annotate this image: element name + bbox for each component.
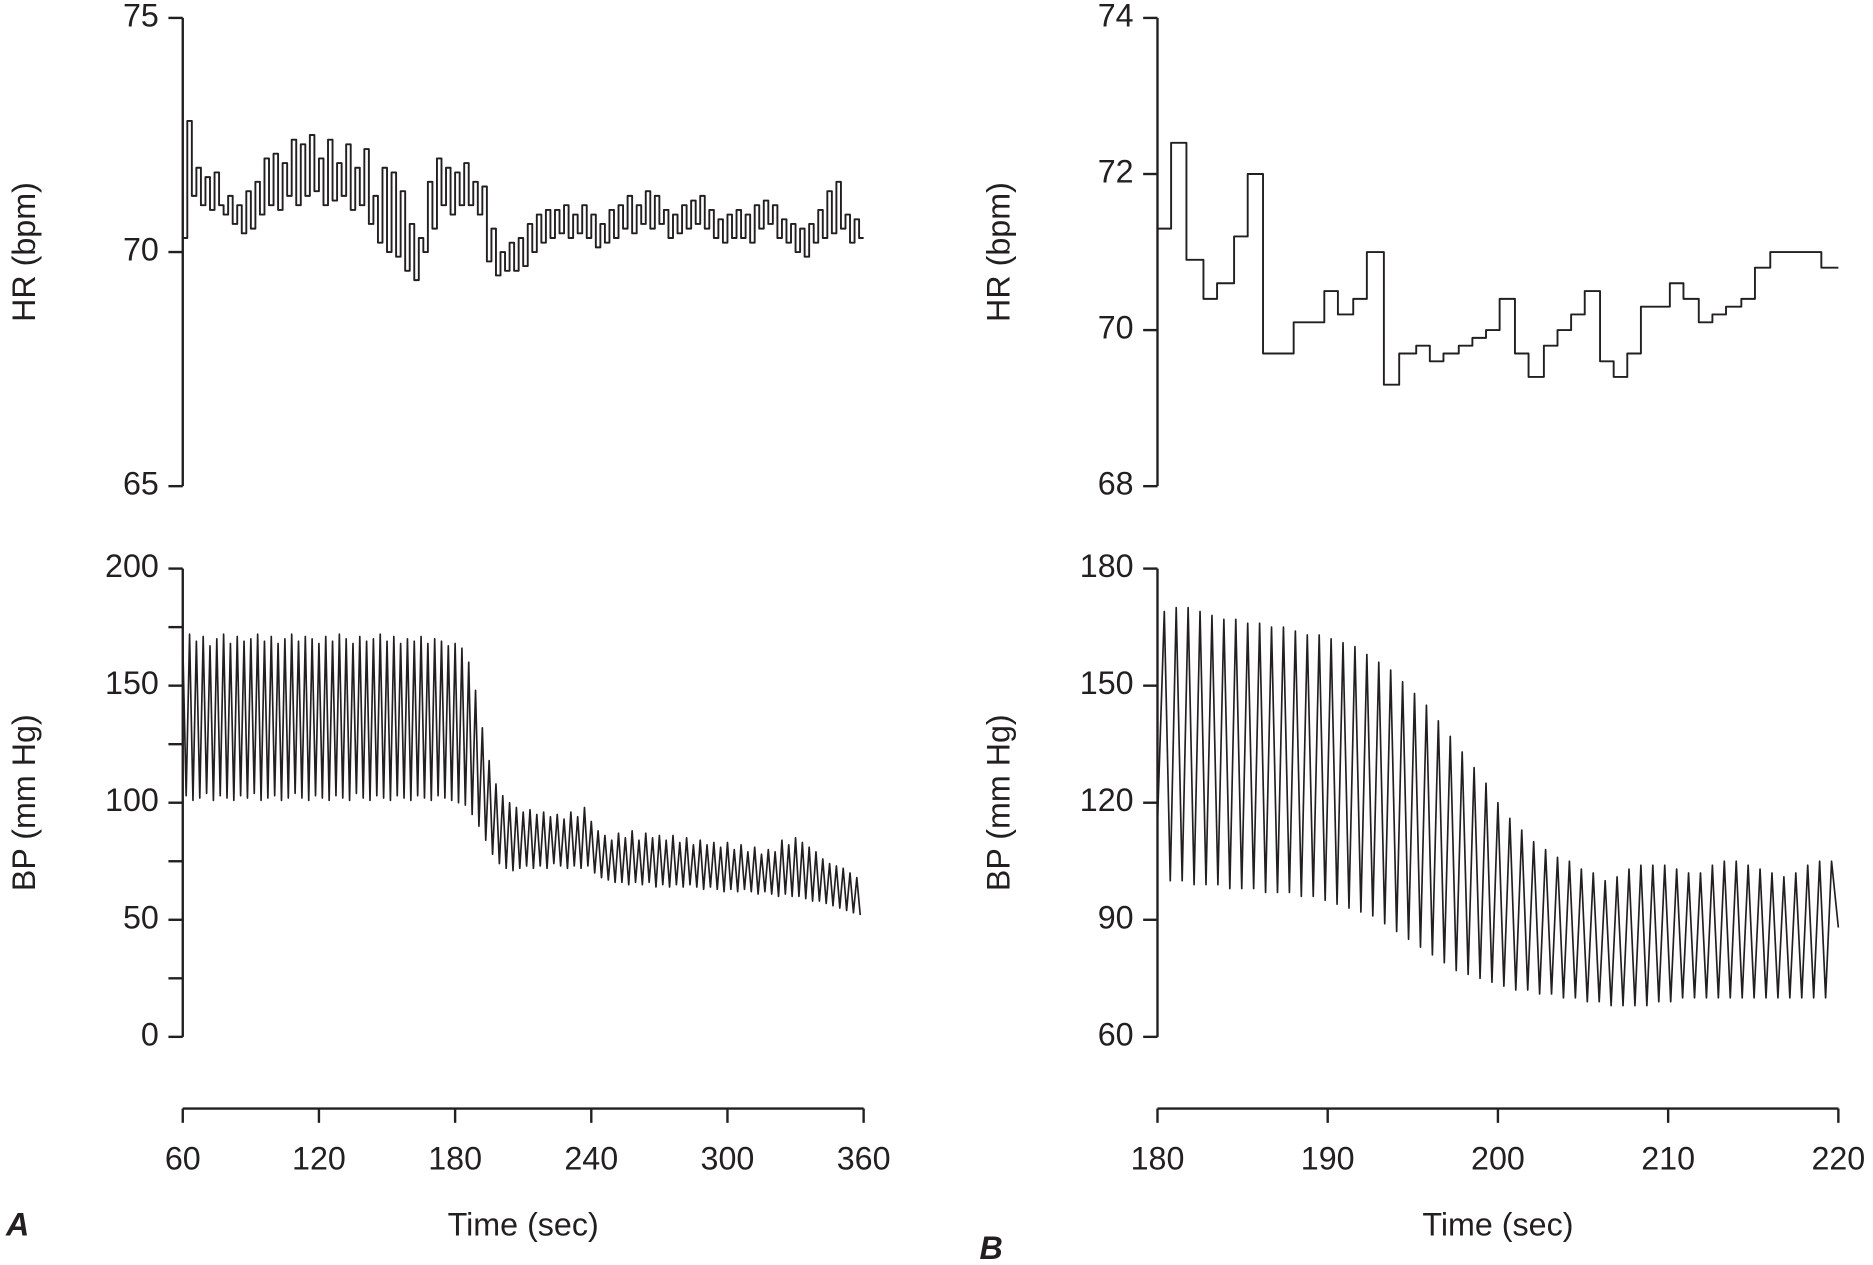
x-tick-label: 220 bbox=[1811, 1141, 1865, 1177]
y-tick-label: 100 bbox=[105, 782, 159, 818]
y-tick-label: 70 bbox=[123, 232, 159, 268]
y-tick-label: 74 bbox=[1098, 0, 1134, 33]
y-tick-label: 150 bbox=[1080, 665, 1134, 701]
x-tick-label: 210 bbox=[1641, 1141, 1695, 1177]
y-axis-label: HR (bpm) bbox=[6, 182, 42, 322]
y-tick-label: 65 bbox=[123, 466, 159, 502]
y-axis-label: HR (bpm) bbox=[981, 182, 1017, 322]
x-tick-label: 60 bbox=[165, 1141, 201, 1177]
x-tick-label: 180 bbox=[1131, 1141, 1185, 1177]
x-tick-label: 200 bbox=[1471, 1141, 1525, 1177]
y-axis-label: BP (mm Hg) bbox=[981, 714, 1017, 891]
y-tick-label: 120 bbox=[1080, 782, 1134, 818]
y-tick-label: 75 bbox=[123, 0, 159, 33]
x-axis-label: Time (sec) bbox=[448, 1206, 599, 1242]
y-tick-label: 60 bbox=[1098, 1016, 1134, 1052]
y-tick-label: 0 bbox=[141, 1016, 159, 1052]
y-axis-label: BP (mm Hg) bbox=[6, 714, 42, 891]
data-line bbox=[182, 119, 864, 282]
x-tick-label: 300 bbox=[701, 1141, 755, 1177]
y-tick-label: 90 bbox=[1098, 899, 1134, 935]
data-line bbox=[1156, 606, 1840, 1007]
data-line bbox=[181, 633, 862, 916]
data-line bbox=[1157, 141, 1839, 386]
y-tick-label: 72 bbox=[1098, 154, 1134, 190]
y-tick-label: 150 bbox=[105, 665, 159, 701]
x-tick-label: 120 bbox=[292, 1141, 346, 1177]
x-tick-label: 190 bbox=[1301, 1141, 1355, 1177]
y-tick-label: 180 bbox=[1080, 548, 1134, 584]
x-axis-label: Time (sec) bbox=[1422, 1206, 1573, 1242]
panel-label: A bbox=[5, 1206, 29, 1242]
y-tick-label: 68 bbox=[1098, 466, 1134, 502]
y-tick-label: 70 bbox=[1098, 310, 1134, 346]
x-tick-label: 180 bbox=[428, 1141, 482, 1177]
x-tick-label: 360 bbox=[837, 1141, 891, 1177]
panel-label: B bbox=[980, 1230, 1003, 1265]
y-tick-label: 200 bbox=[105, 548, 159, 584]
y-tick-label: 50 bbox=[123, 899, 159, 935]
x-tick-label: 240 bbox=[564, 1141, 618, 1177]
